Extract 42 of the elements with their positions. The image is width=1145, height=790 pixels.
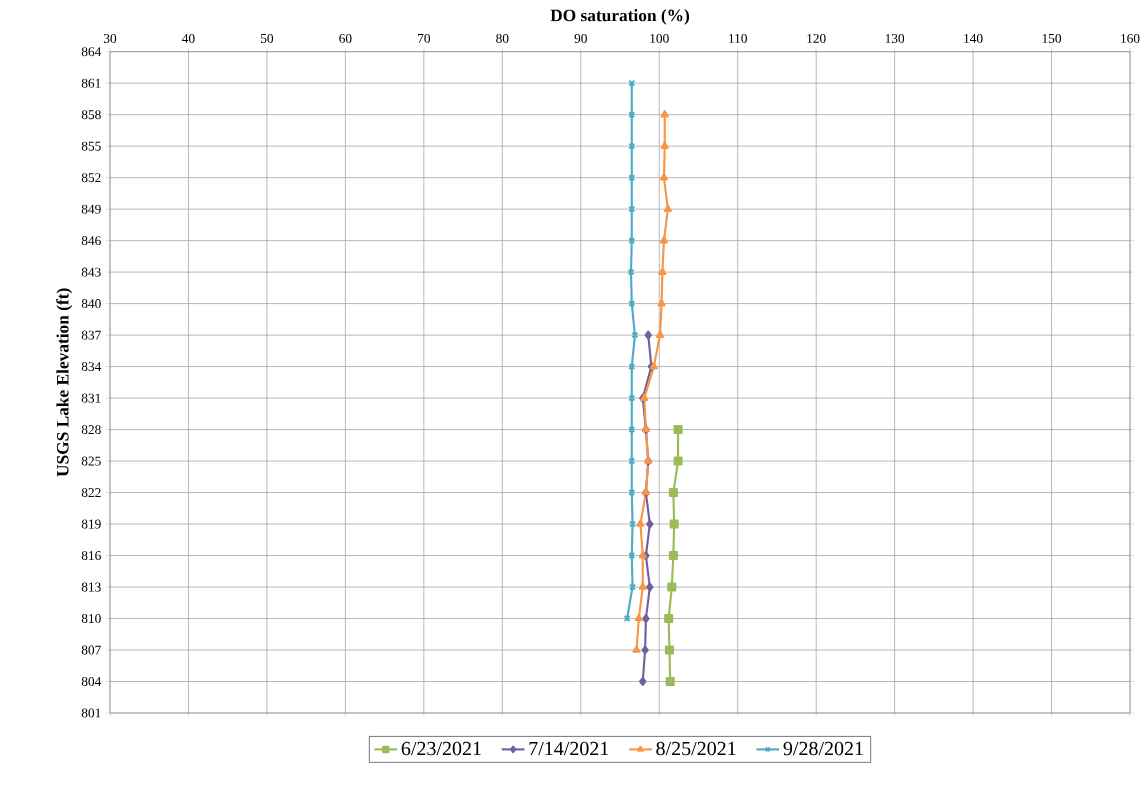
x-tick-label: 100 <box>650 33 669 43</box>
x-tick-label: 70 <box>418 33 431 43</box>
y-tick-label: 864 <box>81 47 102 57</box>
y-tick-label: 831 <box>81 393 101 403</box>
y-axis-title: USGS Lake Elevation (ft) <box>56 288 73 477</box>
x-tick-label: 150 <box>1042 33 1062 43</box>
y-tick-label: 846 <box>81 236 101 246</box>
x-tick-label: 90 <box>574 33 587 43</box>
y-tick-label: 837 <box>81 330 101 340</box>
y-tick-label: 852 <box>81 173 101 183</box>
y-tick-label: 858 <box>81 110 101 120</box>
x-tick-label: 140 <box>964 33 983 43</box>
y-tick-label: 822 <box>81 488 101 498</box>
y-tick-label: 843 <box>81 267 101 277</box>
legend-label: 6/23/2021 <box>401 741 481 756</box>
y-tick-label: 816 <box>81 551 101 561</box>
x-tick-label: 160 <box>1121 33 1140 43</box>
x-tick-label: 40 <box>182 33 195 43</box>
x-tick-label: 130 <box>885 33 905 43</box>
x-tick-label: 110 <box>729 33 747 43</box>
y-tick-label: 861 <box>81 78 101 88</box>
x-tick-label: 30 <box>103 33 117 43</box>
y-tick-label: 801 <box>81 708 101 718</box>
y-tick-label: 804 <box>81 677 102 686</box>
legend-label: 9/28/2021 <box>783 741 863 756</box>
y-tick-label: 834 <box>81 362 102 372</box>
legend-label: 7/14/2021 <box>529 741 609 756</box>
y-tick-label: 828 <box>81 425 101 435</box>
legend-label: 8/25/2021 <box>656 741 736 756</box>
y-tick-label: 840 <box>81 299 101 309</box>
y-tick-label: 849 <box>81 204 101 214</box>
x-tick-label: 50 <box>261 33 274 43</box>
x-tick-label: 80 <box>496 33 509 43</box>
y-tick-label: 819 <box>81 519 101 529</box>
y-tick-label: 807 <box>81 645 101 655</box>
x-axis-title: DO saturation (%) <box>550 9 690 25</box>
x-tick-label: 60 <box>339 33 352 43</box>
y-tick-label: 825 <box>81 456 101 466</box>
y-tick-label: 855 <box>81 141 101 151</box>
y-tick-label: 813 <box>81 582 101 592</box>
y-tick-label: 810 <box>81 614 101 624</box>
x-tick-label: 120 <box>807 33 826 43</box>
